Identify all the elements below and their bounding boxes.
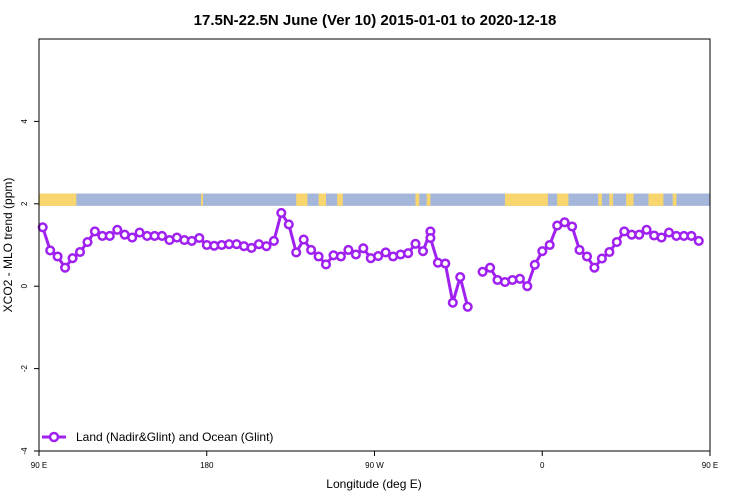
land-segment [557, 193, 569, 206]
data-point [276, 207, 287, 218]
chart-title: 17.5N-22.5N June (Ver 10) 2015-01-01 to … [194, 12, 557, 29]
data-point [403, 248, 414, 259]
data-point [485, 262, 496, 273]
data-point [440, 258, 451, 269]
data-point [67, 253, 78, 264]
data-point [246, 242, 257, 253]
data-point [544, 239, 555, 251]
data-point [611, 237, 622, 248]
land-segment [626, 193, 634, 206]
x-tick-label: 90 E [31, 461, 47, 470]
data-point [604, 246, 615, 258]
data-point [641, 224, 652, 235]
plot-area [38, 38, 711, 452]
y-tick-label: 0 [20, 283, 29, 288]
data-point [417, 246, 429, 257]
y-tick-label: 4 [20, 119, 29, 124]
legend-label: Land (Nadir&Glint) and Ocean (Glint) [76, 430, 273, 444]
land-segment [426, 193, 431, 206]
data-point [104, 230, 115, 241]
series-line [41, 211, 470, 308]
x-axis-label: Longitude (deg E) [326, 477, 421, 491]
data-point [522, 281, 533, 292]
land-segment [598, 193, 602, 206]
data-point [298, 234, 309, 245]
data-point [380, 247, 391, 258]
land-segment [318, 193, 327, 206]
data-point [194, 232, 205, 244]
data-point [447, 297, 458, 308]
data-point [373, 251, 384, 262]
data-point [112, 224, 123, 235]
y-axis-label: XCO2 - MLO trend (ppm) [1, 178, 15, 313]
data-point [462, 301, 473, 312]
data-point [45, 245, 56, 256]
data-point [559, 217, 570, 228]
data-point [283, 219, 294, 230]
series-layer [37, 207, 704, 312]
data-point [514, 273, 525, 284]
y-tick-label: -4 [20, 447, 29, 455]
land-segment [504, 193, 548, 206]
x-axis: 90 E 180 90 W 0 90 E [31, 451, 718, 470]
data-point [537, 246, 548, 257]
land-segment [39, 193, 73, 206]
data-point [320, 259, 332, 270]
data-point [350, 249, 361, 260]
x-tick-label: 90 E [702, 461, 718, 470]
data-point [425, 232, 436, 244]
data-point [634, 229, 645, 240]
land-segment [337, 193, 343, 206]
data-point [686, 230, 697, 241]
data-point [596, 253, 607, 264]
y-tick-label: -2 [20, 364, 29, 372]
land-segment [648, 193, 664, 206]
data-point [358, 243, 369, 254]
data-point [343, 244, 354, 255]
y-axis: -4 -2 0 2 4 [20, 119, 39, 455]
land-segment [201, 193, 204, 206]
data-point [89, 226, 100, 237]
data-point [156, 230, 168, 241]
x-tick-label: 90 W [365, 461, 384, 470]
data-point [74, 246, 86, 258]
data-point [567, 221, 578, 232]
data-point [455, 272, 466, 283]
data-point [261, 241, 272, 252]
data-point [60, 262, 71, 273]
land-segment [609, 193, 614, 206]
data-point [574, 244, 585, 255]
land-segment [296, 193, 308, 206]
data-point [335, 251, 346, 262]
land-ocean-strip [39, 193, 710, 206]
data-point [52, 251, 63, 262]
data-point [477, 266, 488, 277]
data-point [291, 247, 302, 258]
data-point [82, 237, 93, 248]
data-point [589, 262, 600, 273]
legend-marker [48, 431, 60, 443]
y-tick-label: 2 [20, 201, 29, 206]
data-point [581, 251, 593, 262]
data-point [306, 244, 317, 255]
data-point [268, 235, 279, 246]
data-point [37, 222, 48, 233]
data-point [127, 232, 138, 243]
data-point [313, 251, 324, 262]
legend: Land (Nadir&Glint) and Ocean (Glint) [42, 430, 273, 444]
land-segment [72, 193, 77, 206]
x-tick-label: 180 [200, 461, 214, 470]
land-segment [415, 193, 420, 206]
data-point [656, 232, 667, 243]
data-point [529, 259, 540, 270]
x-tick-label: 0 [540, 461, 545, 470]
data-point [410, 238, 421, 249]
land-segment [672, 193, 677, 206]
data-point [693, 235, 704, 246]
